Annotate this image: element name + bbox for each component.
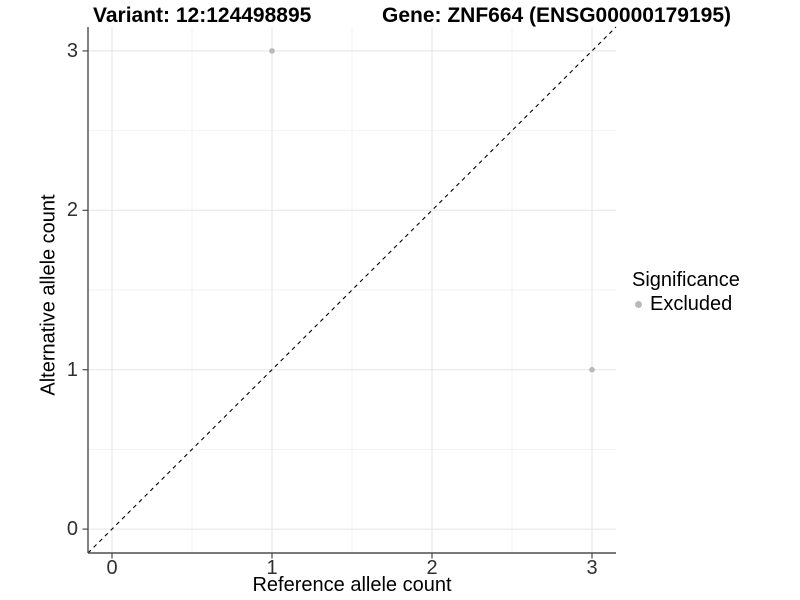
y-tick-label: 0: [66, 518, 78, 541]
data-point: [589, 366, 595, 373]
x-tick-label: 1: [266, 557, 278, 579]
legend-items: Excluded: [632, 293, 740, 315]
y-tick-label: 1: [66, 358, 78, 381]
y-axis-title: Alternative allele count: [37, 194, 60, 396]
legend-point-icon: [635, 300, 642, 308]
x-tick-label: 3: [586, 557, 598, 579]
x-tick-label: 2: [426, 557, 438, 579]
data-point: [269, 48, 275, 54]
legend: Significance Excluded: [632, 269, 740, 315]
plot-title-variant: Variant: 12:124498895: [93, 4, 312, 27]
plot-title-gene: Gene: ZNF664 (ENSG00000179195): [382, 4, 732, 27]
x-tick-label: 0: [106, 557, 118, 579]
y-tick-label: 3: [66, 39, 78, 62]
x-axis-title: Reference allele count: [252, 574, 452, 596]
legend-title: Significance: [632, 269, 740, 291]
legend-item-label: Excluded: [650, 293, 733, 315]
legend-item: Excluded: [632, 293, 740, 315]
y-tick-label: 2: [66, 199, 78, 222]
